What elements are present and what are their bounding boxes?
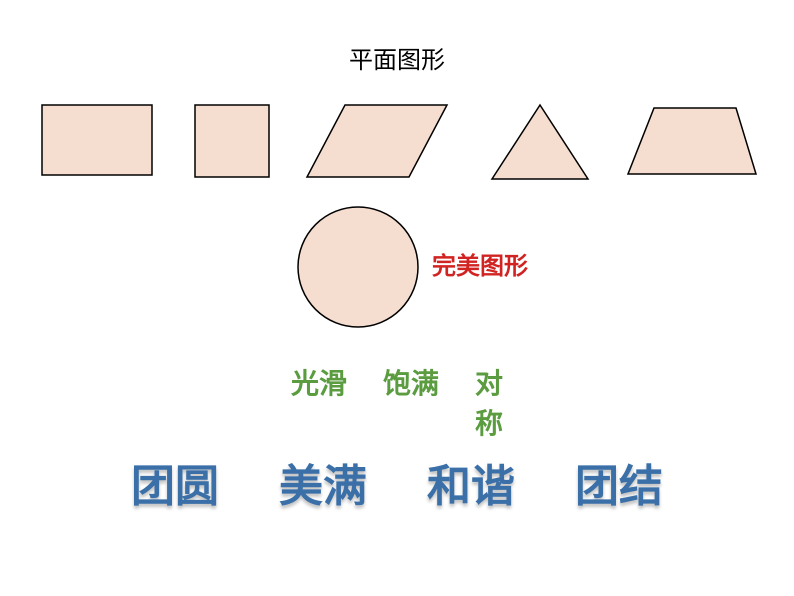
shape-square — [193, 103, 271, 179]
shapes-row — [0, 103, 794, 183]
shape-trapezoid — [626, 106, 758, 176]
perfect-shape-label: 完美图形 — [432, 246, 528, 281]
blue-word-1: 美满 — [279, 450, 367, 514]
green-word-1: 饱满 — [383, 362, 439, 402]
green-words-row: 光滑饱满对称 — [0, 362, 794, 442]
circle-shape — [296, 205, 420, 334]
green-word-2: 对称 — [475, 362, 503, 442]
blue-word-0: 团圆 — [131, 450, 219, 514]
page-title: 平面图形 — [0, 40, 794, 75]
shape-rectangle — [40, 103, 154, 177]
green-word-0: 光滑 — [291, 362, 347, 402]
shape-triangle — [490, 103, 590, 181]
shape-parallelogram — [305, 103, 449, 179]
page: 平面图形 完美图形 光滑饱满对称 团圆美满和谐团结 — [0, 0, 794, 596]
blue-word-3: 团结 — [575, 450, 663, 514]
blue-word-2: 和谐 — [427, 450, 515, 514]
blue-words-row: 团圆美满和谐团结 — [0, 450, 794, 514]
